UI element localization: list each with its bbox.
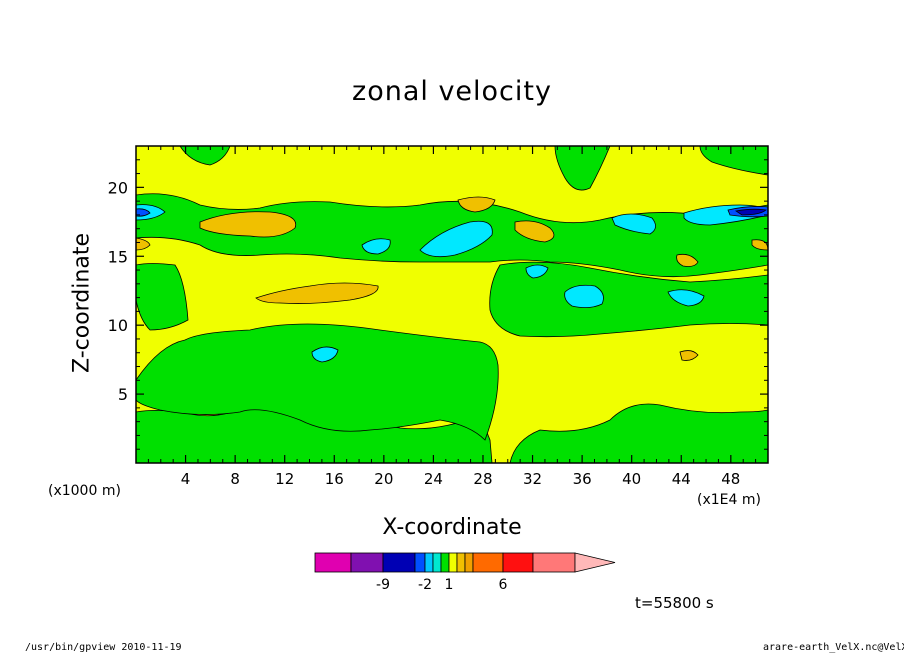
region-green-top-2 (554, 146, 611, 191)
x-tick-label: 40 (622, 470, 641, 488)
colorbar: -9 -2 1 6 (314, 552, 616, 593)
y-tick-label: 10 (108, 316, 128, 335)
chart-title: zonal velocity (352, 76, 552, 107)
region-cyan-6 (611, 213, 656, 235)
colorbar-swatch (314, 552, 352, 573)
colorbar-label: 1 (445, 577, 454, 593)
region-orange-3 (457, 196, 496, 213)
x-tick-label: 8 (230, 470, 240, 488)
region-navy-1 (734, 208, 767, 216)
colorbar-swatch (432, 552, 442, 573)
colorbar-swatch (456, 552, 466, 573)
colorbar-swatch (502, 552, 534, 573)
x-tick-label: 32 (523, 470, 542, 488)
footer-right: arare-earth_VelX.nc@VelX (763, 642, 904, 653)
x-axis-unit: (x1E4 m) (697, 492, 761, 508)
colorbar-label: -9 (376, 577, 390, 593)
x-tick-label: 24 (424, 470, 443, 488)
colorbar-swatch (382, 552, 416, 573)
y-axis-unit: (x1000 m) (48, 483, 121, 499)
region-blue-2 (136, 208, 151, 217)
colorbar-swatch (532, 552, 576, 573)
x-tick-label: 44 (672, 470, 691, 488)
region-cyan-3 (311, 346, 339, 363)
colorbar-swatch (464, 552, 474, 573)
y-axis-ticks: 5 10 15 20 (108, 159, 768, 450)
x-tick-label: 12 (275, 470, 294, 488)
colorbar-label: 6 (499, 577, 508, 593)
region-orange-1 (199, 211, 297, 238)
colorbar-swatch (424, 552, 434, 573)
region-cyan-2 (361, 238, 391, 255)
x-tick-label: 36 (573, 470, 592, 488)
colorbar-swatch (472, 552, 504, 573)
region-green-top-3 (699, 146, 768, 176)
plot-frame (135, 145, 769, 464)
colorbar-arrow (574, 552, 616, 573)
region-green-right-middle (489, 261, 768, 338)
colorbar-swatch (414, 552, 426, 573)
x-tick-label: 20 (374, 470, 393, 488)
plot-area (136, 146, 768, 463)
colorbar-swatch (440, 552, 450, 573)
region-orange-7 (136, 237, 151, 251)
region-orange-5 (676, 253, 699, 267)
region-green-bottom-right (509, 403, 768, 463)
time-label: t=55800 s (635, 594, 714, 612)
x-axis-label: X-coordinate (382, 515, 522, 540)
x-axis-ticks: 4 8 12 16 20 24 28 32 36 40 44 48 (147, 146, 757, 488)
region-green-top-1 (179, 146, 231, 166)
y-tick-label: 5 (118, 385, 128, 404)
region-cyan-4 (525, 264, 549, 279)
colorbar-label: -2 (418, 577, 432, 593)
region-green-left-upper (136, 263, 189, 331)
region-cyan-1 (419, 220, 493, 258)
x-tick-label: 28 (473, 470, 492, 488)
colorbar-swatch (448, 552, 458, 573)
region-orange-2 (255, 282, 379, 304)
x-tick-label: 16 (325, 470, 344, 488)
x-tick-label: 4 (181, 470, 191, 488)
region-green-center (136, 323, 499, 441)
region-orange-4 (514, 220, 555, 243)
region-orange-6 (679, 350, 699, 361)
x-tick-label: 48 (721, 470, 740, 488)
region-cyan-5 (564, 284, 604, 308)
y-tick-label: 20 (108, 178, 128, 197)
footer-left: /usr/bin/gpview 2010-11-19 (25, 642, 182, 653)
region-cyan-7 (667, 289, 705, 307)
colorbar-swatch (350, 552, 384, 573)
y-tick-label: 15 (108, 247, 128, 266)
